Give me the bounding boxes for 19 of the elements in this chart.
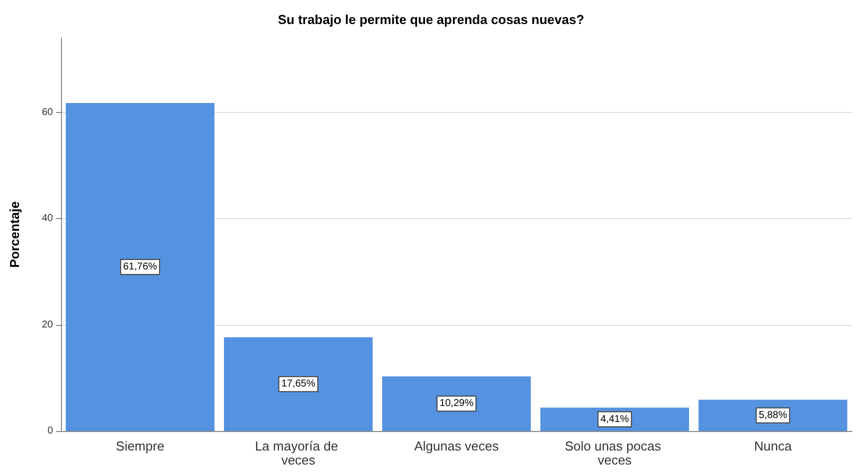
data-label: 5,88% [758, 410, 788, 421]
x-tick-label: Nunca [754, 438, 792, 454]
x-tick-label: Siempre [116, 438, 164, 454]
chart-title: Su trabajo le permite que aprenda cosas nuevas? [278, 12, 584, 27]
bar [382, 376, 531, 431]
y-tick-label: 40 [42, 213, 54, 224]
data-label: 10,29% [440, 398, 474, 410]
y-tick-label: 20 [42, 319, 54, 330]
data-label: 17,65% [281, 378, 316, 390]
x-tick-label: Solo unas pocas veces [564, 438, 665, 468]
x-tick-label: La mayoría de veces [254, 438, 342, 468]
bar [224, 337, 373, 431]
y-tick-label: 60 [42, 106, 54, 118]
bar [66, 103, 214, 431]
x-tick-label: Algunas veces [414, 438, 500, 454]
data-label: 61,76% [123, 262, 158, 272]
y-axis-title: Porcentaje [7, 201, 22, 268]
data-label: 4,41% [600, 414, 629, 425]
y-tick-label: 0 [47, 426, 54, 436]
